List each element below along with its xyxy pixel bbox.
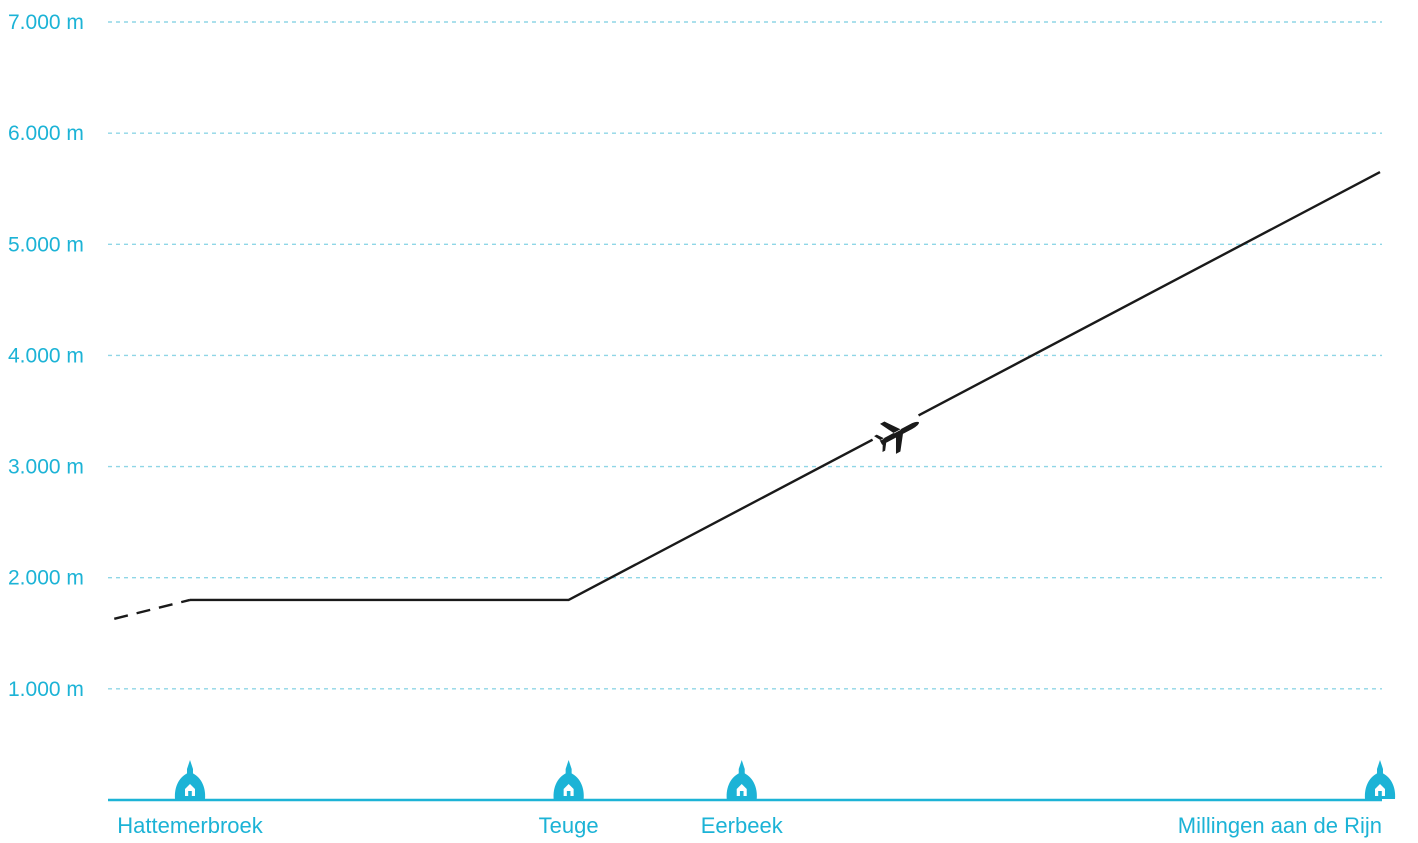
y-tick-label: 5.000 m (8, 233, 84, 256)
y-tick-label: 1.000 m (8, 678, 84, 701)
y-tick-label: 2.000 m (8, 567, 84, 590)
place-label: Teuge (539, 813, 599, 838)
place-label: Hattemerbroek (117, 813, 264, 838)
y-tick-label: 3.000 m (8, 456, 84, 479)
place-label: Eerbeek (701, 813, 784, 838)
y-tick-label: 7.000 m (8, 11, 84, 34)
y-tick-label: 6.000 m (8, 122, 84, 145)
place-label: Millingen aan de Rijn (1178, 813, 1382, 838)
y-tick-label: 4.000 m (8, 344, 84, 367)
